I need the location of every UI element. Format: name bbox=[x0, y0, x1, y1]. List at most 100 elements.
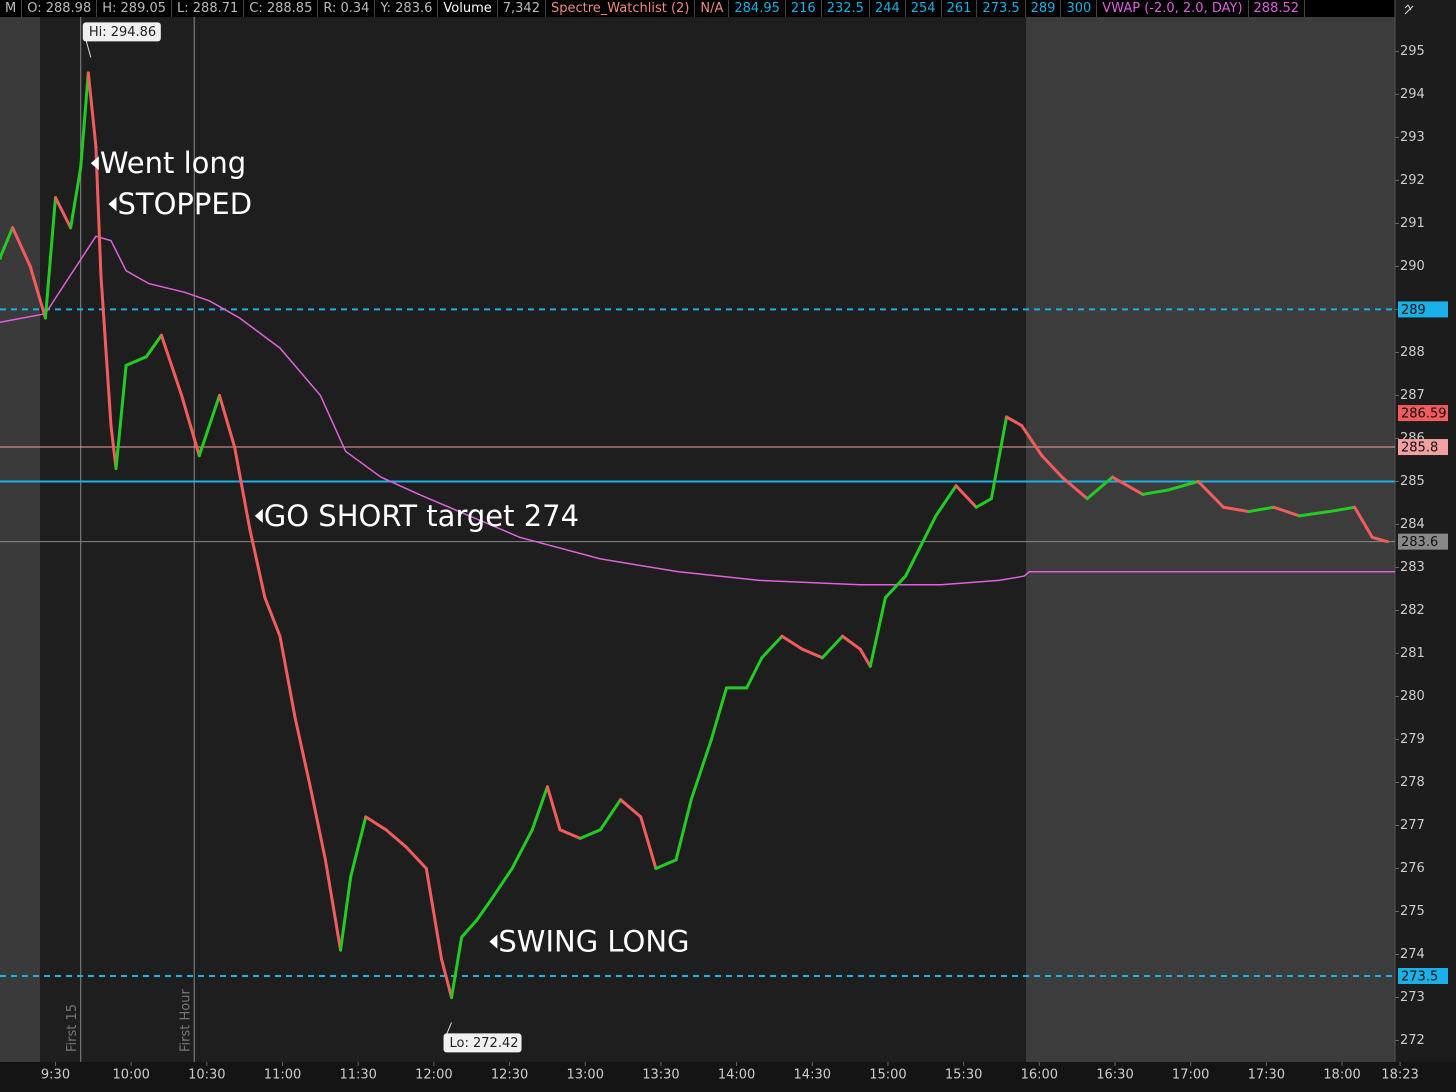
vwap-line bbox=[0, 235, 1395, 586]
price-segment bbox=[1247, 505, 1276, 514]
y-tick-label: 281 bbox=[1400, 646, 1425, 661]
x-tick-label: 9:30 bbox=[41, 1068, 70, 1083]
y-tick-label: 278 bbox=[1400, 775, 1425, 790]
x-tick-label: 14:00 bbox=[718, 1068, 755, 1083]
marker-label: First 15 bbox=[65, 1004, 80, 1052]
header-item: N/A bbox=[695, 0, 730, 17]
price-segment bbox=[11, 226, 32, 268]
price-segment bbox=[217, 393, 237, 449]
price-segment bbox=[654, 858, 678, 870]
price-segment bbox=[197, 393, 221, 458]
price-segment bbox=[1040, 454, 1064, 479]
price-segment bbox=[308, 785, 327, 862]
price-segment bbox=[1327, 505, 1357, 514]
price-segment bbox=[904, 544, 923, 578]
y-tick-label: 284 bbox=[1400, 517, 1425, 532]
price-segment bbox=[1272, 505, 1301, 518]
y-tick-label: 279 bbox=[1400, 732, 1425, 747]
y-tick-label: 283 bbox=[1400, 560, 1425, 575]
x-tick-label: 13:30 bbox=[642, 1068, 679, 1083]
annotation: STOPPED bbox=[117, 187, 252, 221]
price-segment bbox=[109, 424, 118, 471]
price-segment bbox=[404, 845, 428, 870]
header-item: 289 bbox=[1026, 0, 1062, 17]
price-segment bbox=[53, 196, 73, 230]
y-tick-label: 285 bbox=[1400, 474, 1425, 489]
price-segment bbox=[974, 497, 993, 509]
price-segment bbox=[558, 828, 582, 840]
afterhours-bg bbox=[1026, 17, 1395, 1062]
header-item: 288.52 bbox=[1249, 0, 1306, 17]
price-segment bbox=[1020, 424, 1044, 458]
x-tick-label: 18:23 bbox=[1381, 1068, 1418, 1083]
y-tick-label: 291 bbox=[1400, 216, 1425, 231]
price-segment bbox=[1005, 415, 1024, 428]
x-tick-label: 15:30 bbox=[945, 1068, 982, 1083]
price-segment bbox=[989, 415, 1009, 501]
price-segment bbox=[689, 737, 713, 802]
price-segment bbox=[745, 656, 764, 690]
time-axis-bg bbox=[0, 1062, 1456, 1092]
header-bar: M O: 288.98 H: 289.05 L: 288.71 C: 288.85 R: … bbox=[0, 0, 1395, 17]
tool-icon[interactable] bbox=[1404, 4, 1414, 15]
price-segment bbox=[490, 866, 514, 901]
price-segment bbox=[124, 355, 148, 367]
header-item: Volume bbox=[438, 0, 498, 17]
price-tag bbox=[1398, 439, 1448, 456]
price-segment bbox=[439, 957, 454, 999]
y-tick-label: 277 bbox=[1400, 818, 1425, 833]
y-tick-label: 294 bbox=[1400, 87, 1425, 102]
y-tick-label: 287 bbox=[1400, 388, 1425, 403]
header-item: H: 289.05 bbox=[97, 0, 173, 17]
price-segment bbox=[159, 333, 184, 397]
lo-pointer bbox=[446, 1022, 453, 1035]
y-tick-label: 274 bbox=[1400, 947, 1425, 962]
header-item: O: 288.98 bbox=[22, 0, 98, 17]
price-segment bbox=[323, 858, 343, 952]
y-tick-label: 280 bbox=[1400, 689, 1425, 704]
price-segment bbox=[263, 596, 282, 638]
price-segment bbox=[919, 514, 938, 548]
price-segment bbox=[450, 935, 464, 999]
x-tick-label: 14:30 bbox=[794, 1068, 831, 1083]
session-bg bbox=[40, 17, 1026, 1062]
header-item: 7,342 bbox=[498, 0, 546, 17]
price-segment bbox=[43, 196, 57, 320]
price-segment bbox=[424, 866, 443, 961]
price-segment bbox=[293, 716, 312, 789]
hi-label: Hi: 294.86 bbox=[89, 25, 156, 40]
price-segment bbox=[79, 71, 90, 170]
header-item: VWAP (-2.0, 2.0, DAY) bbox=[1097, 0, 1249, 17]
price-segment bbox=[858, 647, 872, 668]
price-tag-label: 289 bbox=[1401, 303, 1426, 318]
x-tick-label: 11:00 bbox=[264, 1068, 301, 1083]
marker-label: First Hour bbox=[179, 989, 194, 1052]
x-tick-label: 13:00 bbox=[567, 1068, 604, 1083]
y-tick-label: 288 bbox=[1400, 345, 1425, 360]
y-tick-label: 292 bbox=[1400, 173, 1425, 188]
price-tag bbox=[1398, 301, 1448, 318]
header-item: Spectre_Watchlist (2) bbox=[546, 0, 696, 17]
price-tag bbox=[1398, 967, 1448, 984]
header-item: M bbox=[0, 0, 23, 17]
price-segment bbox=[1085, 475, 1114, 501]
x-tick-label: 12:30 bbox=[491, 1068, 528, 1083]
y-tick-label: 282 bbox=[1400, 603, 1425, 618]
x-tick-label: 16:30 bbox=[1096, 1068, 1133, 1083]
header-item: R: 0.34 bbox=[318, 0, 376, 17]
hi-pointer bbox=[85, 39, 92, 58]
x-tick-label: 10:00 bbox=[112, 1068, 149, 1083]
y-tick-label: 293 bbox=[1400, 130, 1425, 145]
price-segment bbox=[619, 798, 643, 819]
header-item: L: 288.71 bbox=[172, 0, 245, 17]
price-segment bbox=[144, 333, 163, 359]
price-segment bbox=[530, 785, 549, 832]
price-segment bbox=[510, 828, 534, 870]
price-segment bbox=[760, 634, 784, 660]
header-item: Y: 283.6 bbox=[375, 0, 439, 17]
price-segment bbox=[384, 828, 408, 849]
price-segment bbox=[475, 897, 494, 922]
x-tick-label: 10:30 bbox=[188, 1068, 225, 1083]
price-tag-label: 273.5 bbox=[1401, 969, 1438, 984]
